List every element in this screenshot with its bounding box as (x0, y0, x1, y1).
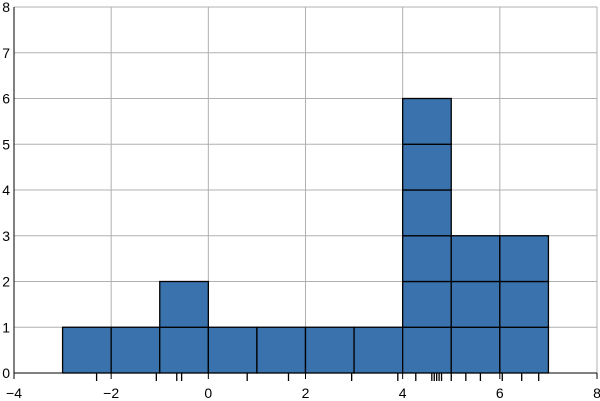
histogram-bar-cell (61, 326, 112, 374)
x-tick-label: 6 (496, 385, 504, 401)
histogram-bar-cell (110, 326, 161, 374)
x-tick-label: 0 (204, 385, 212, 401)
y-tick-label: 4 (2, 182, 10, 198)
histogram-bar-cell (450, 326, 501, 374)
y-tick-label: 2 (2, 274, 10, 290)
axis-layer (13, 7, 598, 379)
histogram-bar-cell (402, 189, 452, 237)
histogram-bar-cell (402, 280, 452, 328)
histogram-bar-cell (450, 280, 501, 328)
x-tick-label: 8 (593, 385, 600, 401)
y-tick-label: 0 (2, 365, 10, 381)
bar-layer (61, 97, 550, 374)
y-tick-label: 1 (2, 319, 10, 335)
x-tick-label: −2 (103, 385, 119, 401)
y-tick-label: 3 (2, 228, 10, 244)
histogram-bar-cell (499, 280, 550, 328)
histogram-bar-cell (159, 326, 209, 374)
histogram-bar-cell (499, 235, 550, 283)
y-tick-label: 8 (2, 0, 10, 15)
histogram-bar-cell (304, 326, 355, 374)
x-tick-label: −4 (6, 385, 22, 401)
histogram-bar-cell (402, 235, 452, 283)
histogram-bar-cell (256, 326, 307, 374)
histogram-bar-cell (402, 326, 452, 374)
histogram-bar-cell (499, 326, 550, 374)
y-tick-label: 7 (2, 45, 10, 61)
y-tick-label: 6 (2, 91, 10, 107)
x-tick-label: 2 (302, 385, 310, 401)
histogram-bar-cell (207, 326, 258, 374)
x-tick-label: 4 (399, 385, 407, 401)
histogram-bar-cell (353, 326, 404, 374)
y-tick-label: 5 (2, 136, 10, 152)
histogram-bar-cell (402, 143, 452, 191)
histogram-bar-cell (159, 280, 209, 328)
histogram-bar-cell (402, 97, 452, 145)
histogram-bar-cell (450, 235, 501, 283)
rug-layer (95, 373, 540, 381)
